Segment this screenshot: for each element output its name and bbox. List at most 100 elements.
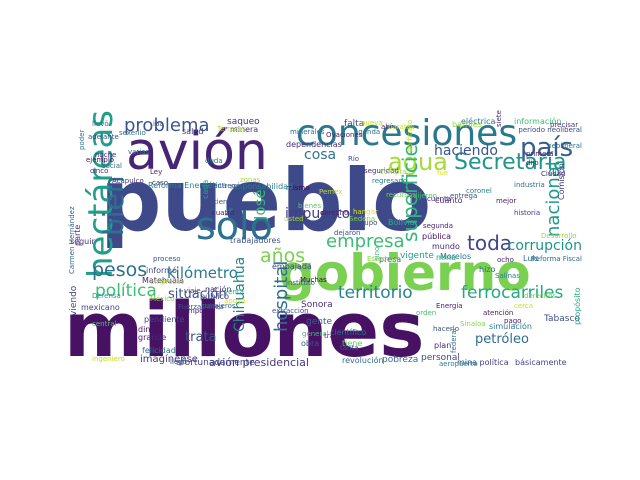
cloud-word: dinero (138, 325, 164, 334)
cloud-word: Defensa (92, 292, 121, 300)
cloud-word: central (92, 320, 117, 328)
cloud-word: historia (514, 209, 541, 217)
cloud-word: Acapulco (112, 177, 144, 185)
cloud-word: período neoliberal (518, 126, 582, 134)
cloud-word: revolución (342, 356, 384, 365)
cloud-word: orden (416, 309, 437, 317)
cloud-word: Desarrollo (541, 232, 577, 240)
cloud-word: apoyo (224, 297, 246, 305)
cloud-word: Ciudad (541, 170, 566, 178)
cloud-word: Luis (523, 254, 539, 263)
cloud-word: mismo (286, 184, 310, 192)
cloud-word: llegó (170, 358, 187, 366)
cloud-word: noche (95, 151, 117, 159)
cloud-word: primera (526, 150, 554, 158)
cloud-word: mundo (432, 242, 460, 251)
cloud-word: pobreza (382, 355, 419, 365)
cloud-word: Reforma Fiscal (531, 255, 582, 263)
cloud-word: avión presidencial (209, 356, 309, 368)
cloud-word: pasajeros (202, 302, 236, 310)
cloud-word: neoliberal (547, 142, 582, 150)
cloud-word: regresado (372, 177, 408, 185)
cloud-word: dijo (526, 159, 539, 167)
cloud-word: agua (388, 148, 448, 176)
cloud-word: avión (126, 122, 268, 182)
cloud-word: cerca (514, 302, 534, 310)
cloud-word: Ovaciones (326, 131, 363, 139)
cloud-word: Sonora (301, 300, 333, 310)
cloud-word: empresa (326, 231, 405, 252)
cloud-word: propósito (573, 287, 582, 325)
cloud-word: compra (380, 168, 407, 176)
cloud-word: viendo (69, 285, 79, 316)
cloud-word: simulación (489, 322, 532, 331)
cloud-word: ejemplo (86, 156, 115, 164)
cloud-word: dejaron (334, 229, 361, 237)
cloud-word: haciendo (434, 143, 498, 159)
cloud-word: científico (330, 328, 367, 337)
cloud-word: Ley (150, 168, 163, 176)
cloud-word: Terrazas (217, 125, 246, 133)
cloud-word: Bolivia (388, 218, 415, 227)
cloud-word: cinco (90, 167, 109, 175)
cloud-word: industria (514, 181, 545, 189)
cloud-word: afortunadamente (176, 358, 255, 368)
cloud-word: cuatro (212, 209, 235, 217)
cloud-word: pesos (92, 259, 148, 281)
cloud-word: cuenta (427, 195, 452, 203)
cloud-word: vigente (400, 251, 434, 261)
cloud-word: Secretaría (454, 150, 567, 175)
cloud-word: recursos (386, 191, 416, 199)
cloud-word: tiempo (179, 307, 204, 315)
word-cloud: millones pueblo gobierno avión concesiones só… (64, 110, 582, 368)
cloud-word: traslado (324, 332, 353, 340)
cloud-word: fue (437, 169, 449, 177)
cloud-word: precisar (550, 121, 579, 129)
cloud-word: cuánto (435, 196, 463, 205)
cloud-word: caso (152, 179, 169, 187)
cloud-word: adelante (88, 133, 119, 141)
cloud-word: venta (224, 288, 244, 296)
cloud-word: mejor (496, 197, 517, 205)
cloud-word: federal (450, 328, 458, 353)
cloud-word: zonas (240, 176, 261, 184)
cloud-word: ocho (497, 256, 514, 264)
cloud-word: básicamente (515, 358, 567, 367)
cloud-word: dependencias (286, 140, 342, 149)
cloud-word: presa (379, 255, 402, 264)
cloud-word: nueva (361, 119, 383, 127)
cloud-word: Río (348, 155, 360, 163)
cloud-word: tiene (342, 339, 363, 348)
cloud-word: segunda (423, 222, 454, 230)
cloud-word: falta (344, 119, 365, 129)
cloud-word: tanta (340, 344, 359, 352)
cloud-word: Estados (367, 255, 395, 263)
cloud-word: mina (436, 253, 456, 262)
cloud-word: Fuerza Aérea (178, 303, 224, 311)
cloud-word: mexicano (81, 303, 120, 312)
cloud-word: proceso (153, 255, 181, 263)
cloud-word: poder (78, 129, 86, 150)
cloud-word: instituto (286, 279, 315, 287)
cloud-word: seguir (70, 237, 95, 246)
cloud-word: informó (146, 266, 177, 275)
cloud-word: ahí (381, 123, 392, 131)
cloud-word: barriles (452, 120, 482, 129)
cloud-word: Carmen Hernández (68, 206, 76, 274)
cloud-word: personal (421, 353, 460, 363)
cloud-word: usted (284, 215, 304, 223)
cloud-word: cosa (304, 147, 337, 163)
cloud-word: embajada (272, 262, 312, 271)
cloud-word: responsabilidad (230, 182, 294, 191)
cloud-word: aeropuerto (439, 360, 478, 368)
cloud-word: gobierno (279, 244, 531, 302)
cloud-word: Sedena (349, 215, 376, 223)
cloud-word: José (251, 189, 269, 220)
cloud-word: sólo (196, 204, 273, 248)
cloud-word: Grupo (356, 219, 378, 227)
cloud-word: social (102, 162, 122, 170)
cloud-word: plan (434, 341, 452, 350)
cloud-word: Matehuala (142, 276, 185, 285)
cloud-word: México (150, 295, 175, 303)
